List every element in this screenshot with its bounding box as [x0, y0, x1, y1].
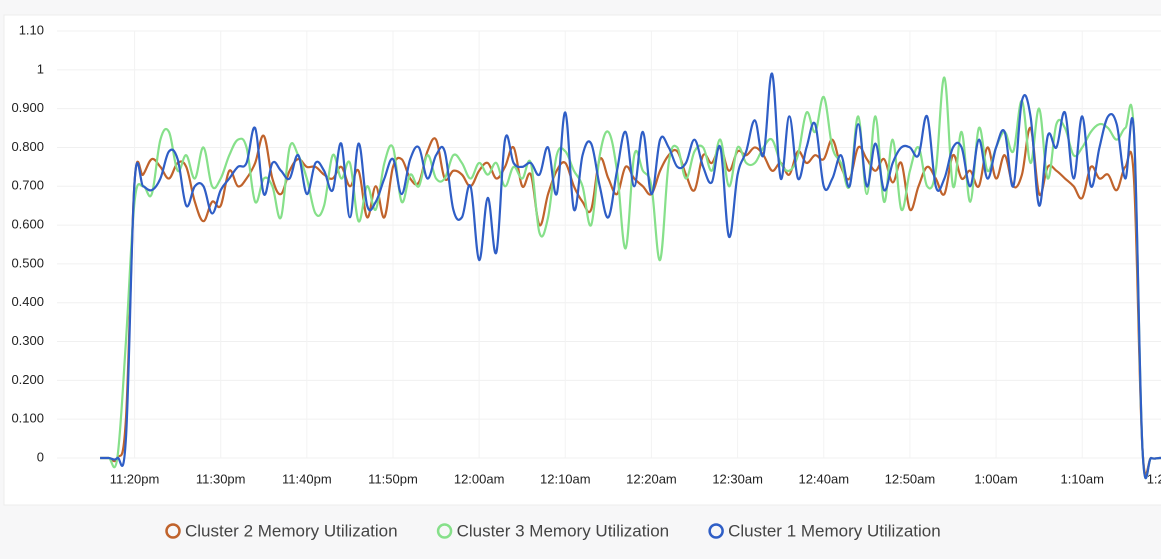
data-line — [100, 72, 1161, 480]
legend-marker — [165, 523, 181, 539]
axes: 0 0.100 0.200 0.300 0.400 0.500 0.600 0.700 0.80… — [11, 22, 1161, 486]
chart-panel — [3, 14, 1161, 506]
y-tick-label: 0.600 — [11, 217, 44, 232]
legend-label: Cluster 1 Memory Utilization — [728, 521, 941, 540]
x-tick-label: 1:20am — [1147, 471, 1161, 486]
y-tick-label: 0.300 — [11, 333, 44, 348]
legend: Cluster 2 Memory Utilization Cluster 3 Me… — [165, 521, 941, 540]
x-tick-label: 11:20pm — [110, 471, 160, 486]
legend-marker — [708, 523, 724, 539]
x-tick-label: 11:30pm — [196, 471, 246, 486]
y-tick-label: 0.900 — [11, 100, 44, 115]
y-tick-label: 1 — [37, 61, 44, 76]
x-tick-label: 11:50pm — [368, 471, 418, 486]
x-tick-label: 12:40am — [798, 471, 849, 486]
grid — [57, 30, 1161, 459]
x-tick-label: 1:00am — [974, 471, 1017, 486]
y-tick-label: 0.100 — [11, 411, 44, 426]
x-tick-label: 12:00am — [454, 471, 505, 486]
legend-label: Cluster 3 Memory Utilization — [457, 521, 670, 540]
x-tick-label: 12:10am — [540, 471, 591, 486]
y-tick-label: 0.400 — [11, 294, 44, 309]
legend-label: Cluster 2 Memory Utilization — [185, 521, 398, 540]
data-line — [100, 126, 1161, 476]
x-tick-label: 1:10am — [1061, 471, 1104, 486]
x-tick-label: 12:50am — [885, 471, 936, 486]
x-tick-label: 12:20am — [626, 471, 677, 486]
y-tick-label: 0.700 — [11, 178, 44, 193]
plot — [100, 72, 1161, 480]
y-tick-label: 0.500 — [11, 255, 44, 270]
y-tick-label: 0 — [37, 449, 44, 464]
legend-marker — [436, 523, 453, 539]
x-tick-label: 11:40pm — [282, 471, 332, 486]
y-tick-label: 0.800 — [11, 139, 44, 154]
x-tick-label: 12:30am — [712, 471, 763, 486]
y-tick-label: 0.200 — [11, 372, 44, 387]
y-tick-label: 1.10 — [19, 22, 44, 37]
